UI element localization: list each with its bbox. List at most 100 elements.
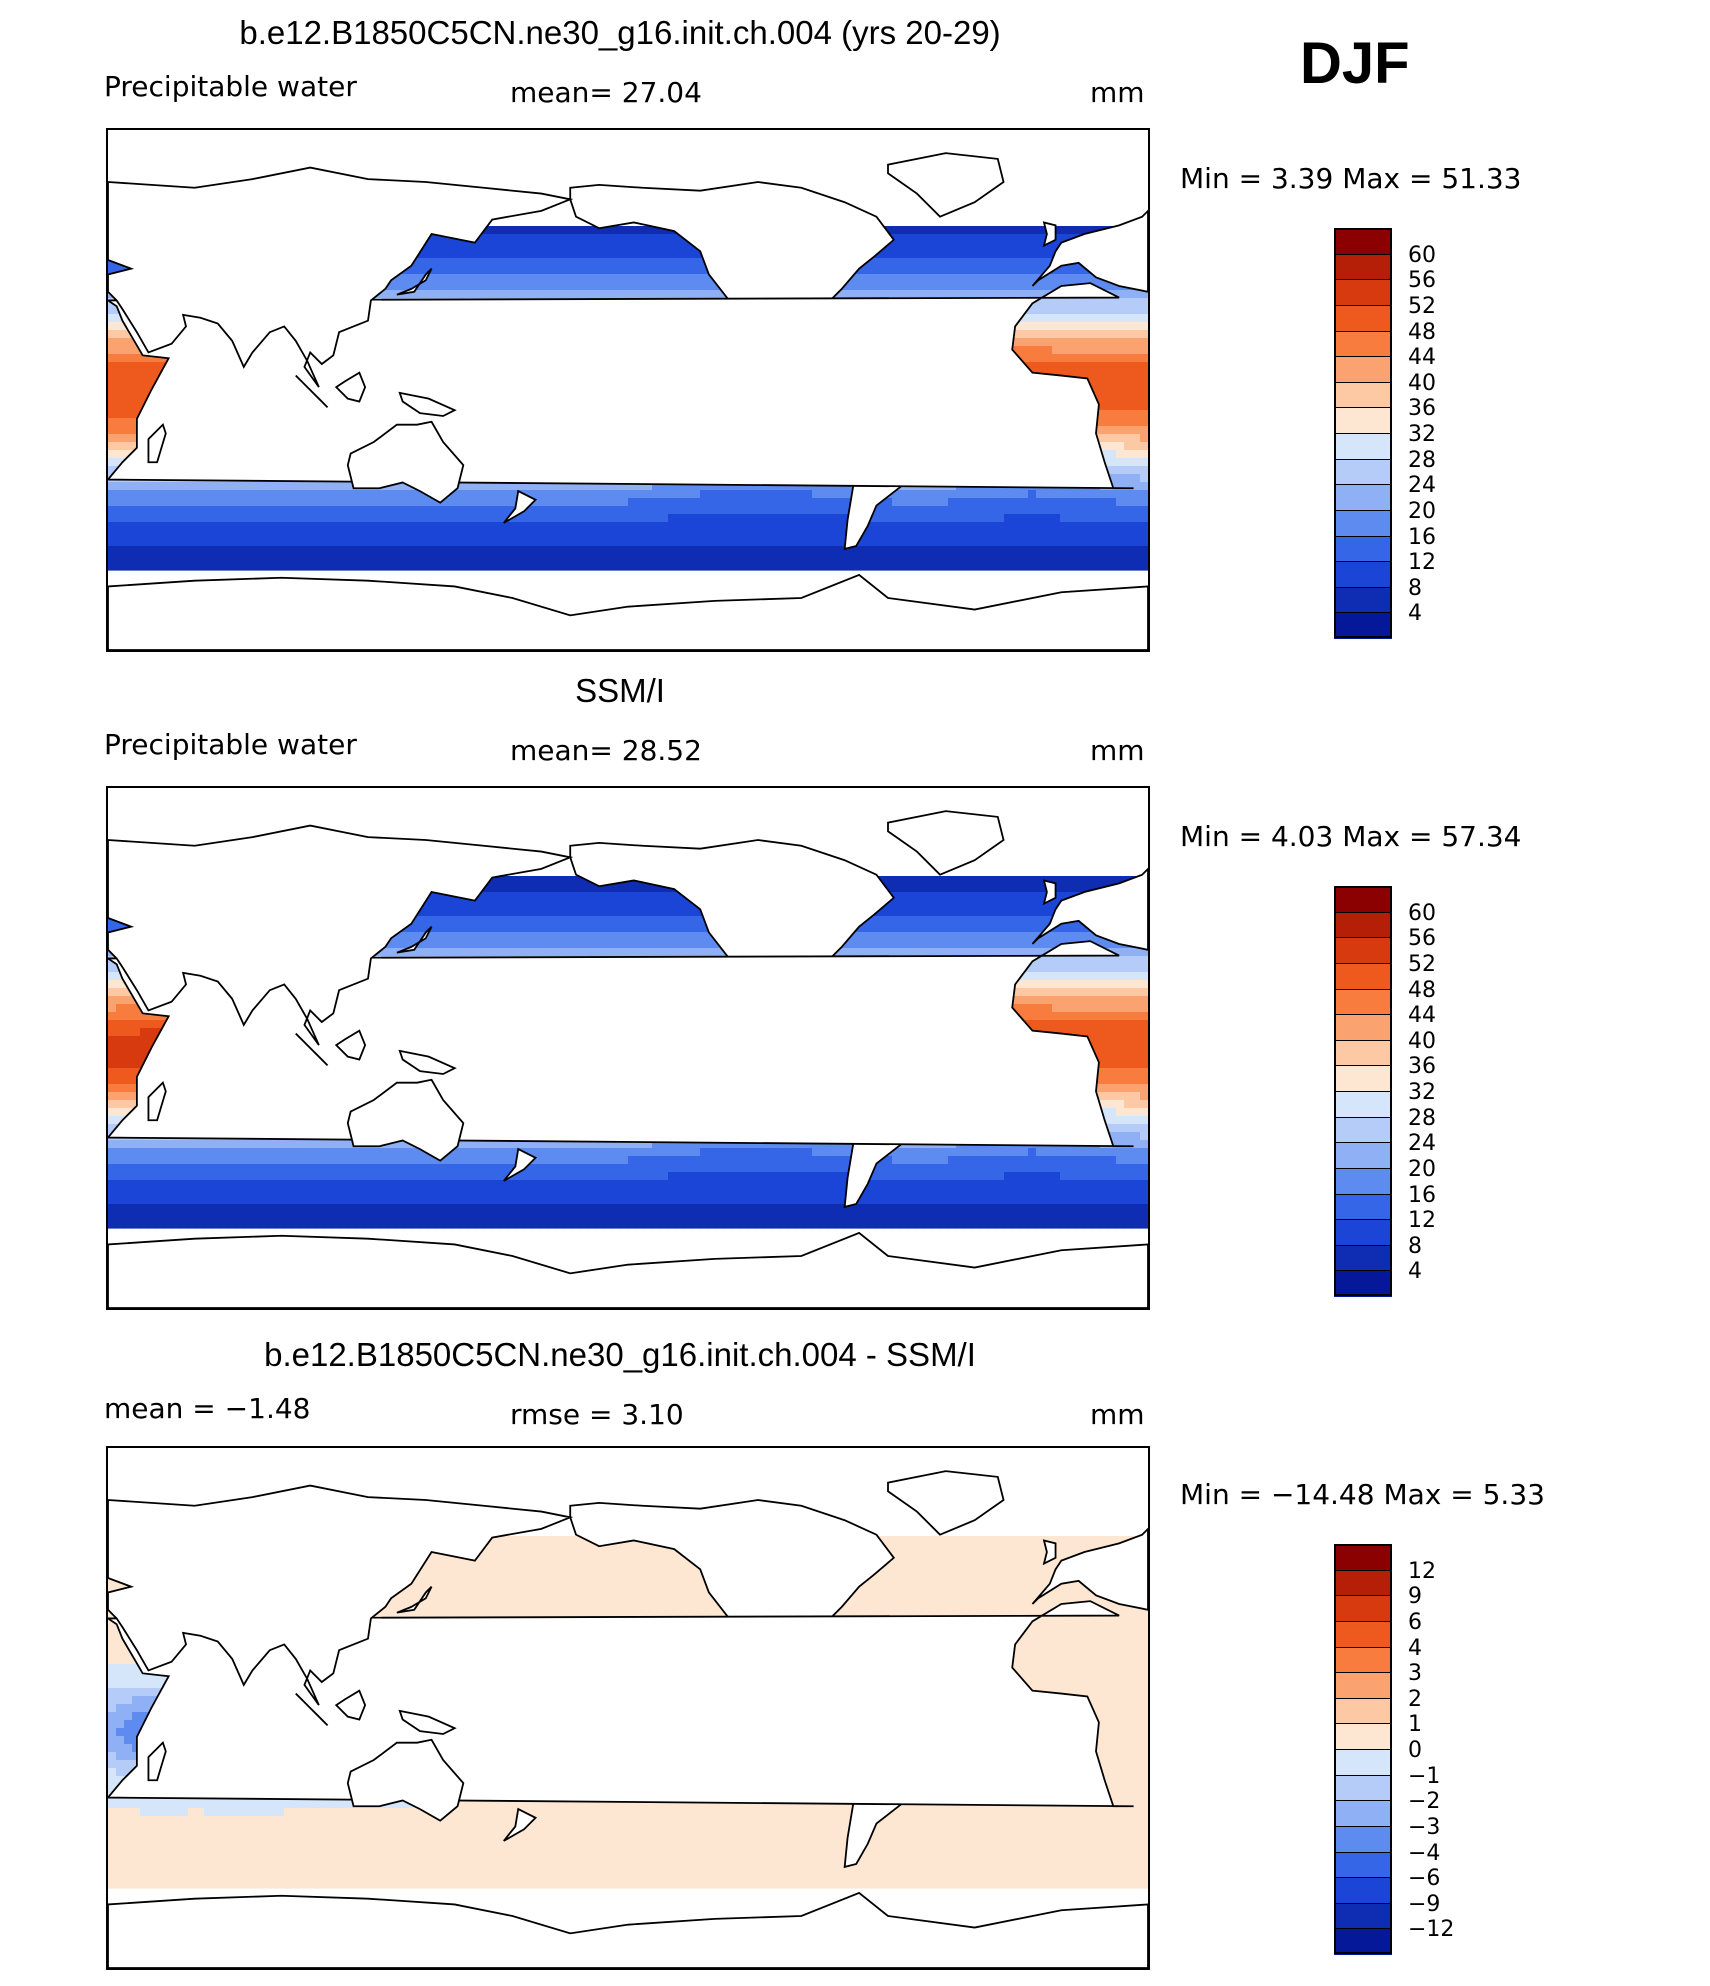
colorbar-swatch [1334, 1646, 1392, 1674]
colorbar-tick-label: 32 [1408, 1080, 1436, 1105]
colorbar-swatch [1334, 1825, 1392, 1853]
land-new-zealand [503, 1147, 538, 1182]
colorbar-tick-label: 48 [1408, 977, 1436, 1003]
colorbar-swatch [1334, 1569, 1392, 1597]
land-antarctica [108, 1231, 1148, 1308]
colorbar-swatch [1334, 1877, 1392, 1904]
colorbar-tick-label: 20 [1408, 1156, 1436, 1182]
land-uk [1042, 1539, 1057, 1566]
land-africa [108, 1600, 1134, 1808]
colorbar-tick-label: 12 [1408, 1558, 1436, 1584]
land-europe-west [1031, 867, 1148, 951]
colorbar-swatch [1334, 356, 1392, 383]
colorbar-swatch [1334, 1270, 1392, 1297]
land-australia [346, 1738, 465, 1822]
colorbar-swatch [1334, 1928, 1392, 1955]
left-annotation: Precipitable water [104, 70, 357, 103]
land-africa [108, 282, 1134, 490]
panel-title: b.e12.B1850C5CN.ne30_g16.init.ch.004 (yr… [239, 14, 1001, 51]
colorbar-tick-label: 56 [1408, 268, 1436, 294]
colorbar-swatch [1334, 381, 1392, 409]
land-eurasia [108, 166, 574, 388]
colorbar-swatch [1334, 228, 1392, 255]
colorbar-tick-label: 0 [1408, 1738, 1422, 1763]
colorbar-swatch [1334, 1039, 1392, 1067]
colorbar-swatch [1334, 1620, 1392, 1648]
land-japan [396, 926, 433, 954]
land-borneo [334, 1029, 367, 1061]
colorbar-swatch [1334, 509, 1392, 537]
colorbar-tick-label: 3 [1408, 1661, 1422, 1687]
colorbar-swatch [1334, 279, 1392, 306]
map-panel [106, 128, 1150, 652]
land-borneo [334, 371, 367, 403]
colorbar-tick-label: 28 [1408, 447, 1436, 473]
colorbar-swatch [1334, 535, 1392, 563]
land-europe-west [1031, 209, 1148, 293]
land-greenland [887, 152, 1005, 218]
colorbar-swatch [1334, 1672, 1392, 1699]
map-diff [108, 1470, 1148, 1968]
stat-annotation: mean= 27.04 [510, 76, 702, 109]
colorbar-tick-label: 8 [1408, 1233, 1422, 1259]
colorbar-tick-label: 16 [1408, 1182, 1436, 1208]
colorbar-tick-label: −9 [1408, 1891, 1441, 1917]
land-eurasia [108, 824, 574, 1046]
land-uk [1042, 879, 1057, 906]
colorbar-swatch [1334, 937, 1392, 964]
colorbar-tick-label: 4 [1408, 601, 1422, 627]
colorbar-tick-label: 60 [1408, 242, 1436, 268]
colorbar-tick-label: 60 [1408, 900, 1436, 926]
land-antarctica [108, 573, 1148, 650]
min-max-label: Min = 4.03 Max = 57.34 [1180, 820, 1522, 853]
colorbar-swatch [1334, 886, 1392, 913]
map-panel [106, 1446, 1150, 1970]
colorbar-swatch [1334, 612, 1392, 639]
left-annotation: mean = −1.48 [104, 1392, 311, 1425]
colorbar-tick-label: 16 [1408, 524, 1436, 550]
colorbar-swatch [1334, 911, 1392, 939]
land-sumatra [295, 1032, 329, 1066]
colorbar-swatch [1334, 561, 1392, 588]
colorbar-swatch [1334, 458, 1392, 486]
colorbar-tick-label: 9 [1408, 1584, 1422, 1610]
land-new-guinea [398, 1709, 457, 1735]
left-annotation: Precipitable water [104, 728, 357, 761]
colorbar-tick-label: 32 [1408, 422, 1436, 447]
colorbar-tick-label: −4 [1408, 1840, 1441, 1866]
colorbar-tick-label: 40 [1408, 370, 1436, 396]
colorbar-swatch [1334, 407, 1392, 434]
units-label: mm [1090, 1398, 1145, 1431]
land-madagascar [147, 1741, 167, 1782]
land-eurasia [108, 1484, 574, 1706]
colorbar [1334, 1544, 1392, 1954]
colorbar-tick-label: 12 [1408, 550, 1436, 576]
colorbar-tick-label: 4 [1408, 1635, 1422, 1661]
land-australia [346, 1078, 465, 1162]
colorbar-tick-label: 56 [1408, 926, 1436, 952]
colorbar-tick-label: 8 [1408, 575, 1422, 601]
colorbar-swatch [1334, 1595, 1392, 1622]
colorbar-tick-label: 6 [1408, 1609, 1422, 1635]
colorbar-tick-label: 40 [1408, 1028, 1436, 1054]
stat-annotation: mean= 28.52 [510, 734, 702, 767]
colorbar-swatch [1334, 1116, 1392, 1144]
colorbar-swatch [1334, 1142, 1392, 1169]
colorbar [1334, 228, 1392, 638]
units-label: mm [1090, 76, 1145, 109]
colorbar-swatch [1334, 1902, 1392, 1930]
panel-title: b.e12.B1850C5CN.ne30_g16.init.ch.004 - S… [264, 1336, 976, 1373]
land-new-guinea [398, 1049, 457, 1075]
land-greenland [887, 810, 1005, 876]
colorbar-tick-label: −2 [1408, 1789, 1441, 1815]
land-madagascar [147, 423, 167, 464]
colorbar-swatch [1334, 1091, 1392, 1118]
land-europe-west [1031, 1527, 1148, 1611]
colorbar-tick-label: 20 [1408, 498, 1436, 524]
colorbar-tick-label: 1 [1408, 1712, 1422, 1738]
colorbar-swatch [1334, 1244, 1392, 1272]
land-new-zealand [503, 489, 538, 524]
colorbar-tick-label: 44 [1408, 1003, 1436, 1029]
colorbar-swatch [1334, 1065, 1392, 1092]
land-africa [108, 940, 1134, 1148]
